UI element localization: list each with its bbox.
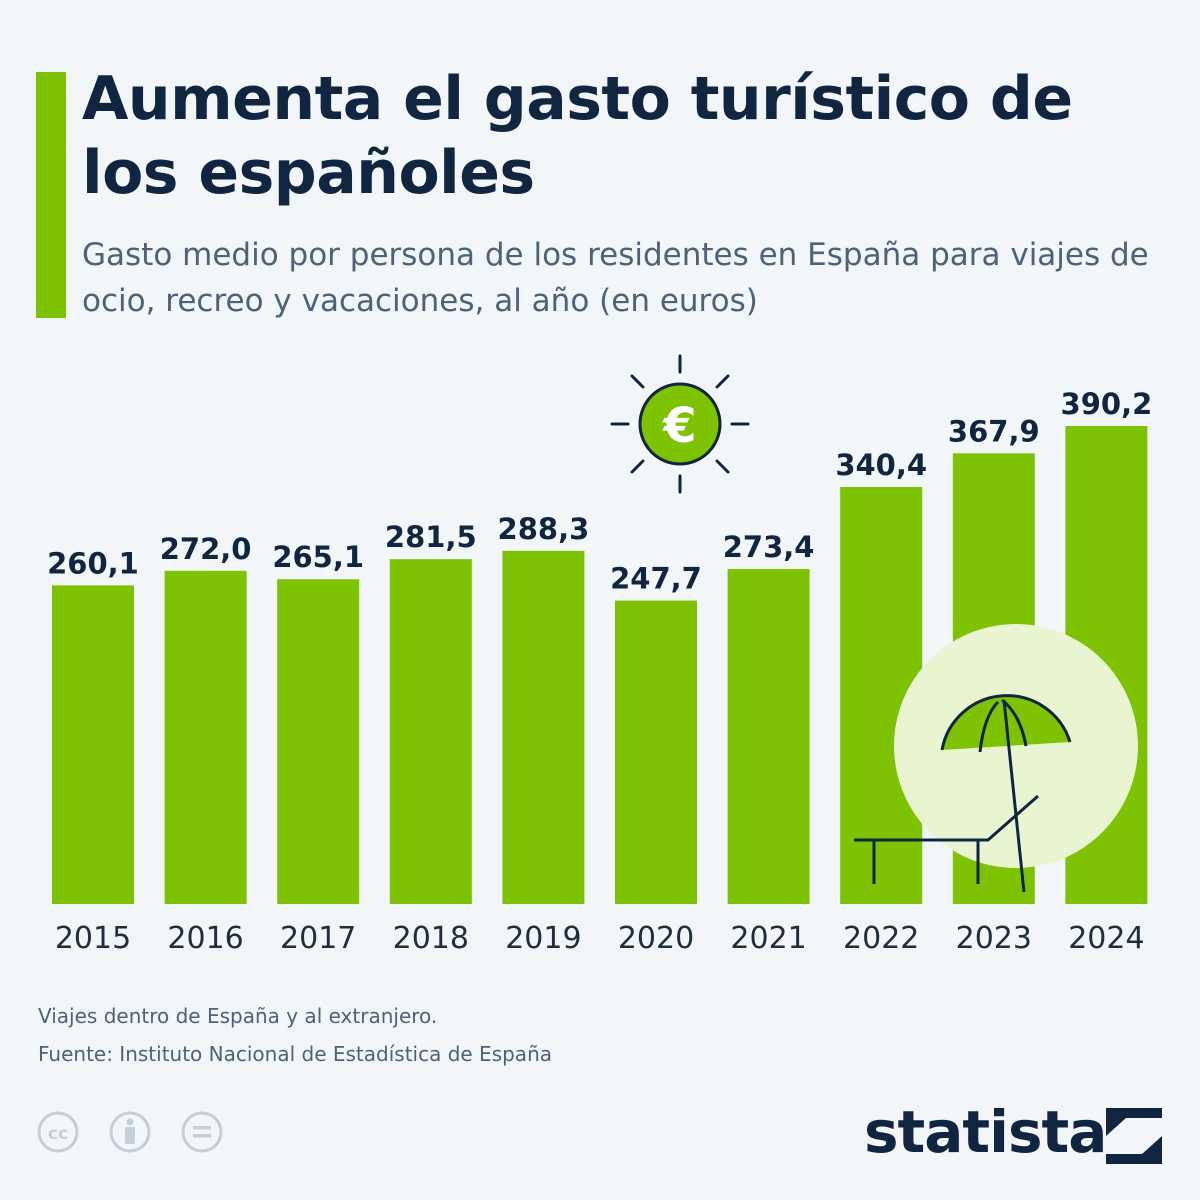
category-label-2022: 2022 (843, 921, 919, 956)
bar-2019 (502, 550, 585, 904)
footnote-note: Viajes dentro de España y al extranjero. (38, 1004, 438, 1028)
chart-title: Aumenta el gasto turístico de los españo… (82, 64, 1073, 208)
value-label-2022: 340,4 (835, 448, 927, 482)
category-label-2016: 2016 (167, 921, 243, 956)
bar-2016 (164, 570, 247, 904)
value-label-2024: 390,2 (1061, 387, 1153, 421)
bar-2018 (389, 559, 472, 904)
category-label-2017: 2017 (280, 921, 356, 956)
value-label-2017: 265,1 (272, 540, 364, 574)
statista-logo-icon[interactable] (1104, 1106, 1164, 1166)
category-label-2015: 2015 (55, 921, 131, 956)
title-accent-bar (36, 72, 66, 318)
bar-2017 (277, 579, 360, 904)
category-label-2020: 2020 (618, 921, 694, 956)
no-derivatives-icon[interactable] (181, 1111, 223, 1153)
attribution-icon[interactable] (109, 1111, 151, 1153)
license-icons: cc (36, 1110, 246, 1158)
category-label-2021: 2021 (730, 921, 806, 956)
category-label-2019: 2019 (505, 921, 581, 956)
category-label-2018: 2018 (393, 921, 469, 956)
beach-umbrella-lounger-icon (854, 624, 1138, 893)
statista-wordmark[interactable]: statista (864, 1098, 1107, 1166)
value-label-2023: 367,9 (948, 414, 1040, 448)
value-label-2020: 247,7 (610, 562, 702, 596)
category-label-2024: 2024 (1068, 921, 1144, 956)
bar-chart: 260,1 2015 272,0 2016 265,1 2017 281,5 2018 288,… (47, 354, 1153, 956)
bar-2020 (615, 600, 697, 904)
chart-subtitle: Gasto medio por persona de los residente… (82, 237, 1149, 319)
value-label-2015: 260,1 (47, 546, 139, 580)
svg-text:€: € (662, 398, 696, 454)
footnote-source: Fuente: Instituto Nacional de Estadístic… (38, 1042, 552, 1066)
value-label-2016: 272,0 (160, 532, 252, 566)
euro-sun-icon: € (610, 354, 750, 494)
category-label-2023: 2023 (956, 921, 1032, 956)
cc-icon[interactable]: cc (37, 1111, 79, 1153)
value-label-2021: 273,4 (723, 530, 815, 564)
svg-text:cc: cc (48, 1124, 68, 1144)
value-label-2018: 281,5 (385, 520, 477, 554)
value-label-2019: 288,3 (498, 512, 590, 546)
bar-2015 (52, 585, 134, 904)
bar-2021 (727, 569, 810, 904)
